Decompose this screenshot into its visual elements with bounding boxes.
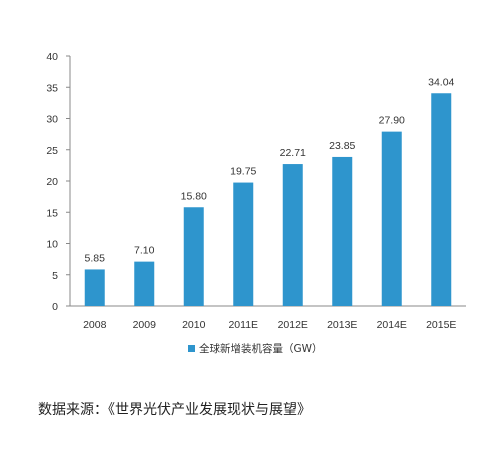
data-label: 15.80 <box>181 190 207 202</box>
data-label: 22.71 <box>280 147 306 159</box>
x-tick-label: 2008 <box>83 319 107 331</box>
bars <box>84 93 452 306</box>
y-tick-label: 10 <box>46 239 58 251</box>
bar <box>332 156 353 306</box>
bar <box>233 182 254 306</box>
bar <box>183 207 204 306</box>
x-tick-label: 2010 <box>182 319 206 331</box>
x-axis: 2008 2009 2010 2011E 2012E 2013E 2014E 2015E <box>70 305 466 331</box>
y-tick-label: 15 <box>46 207 58 219</box>
y-tick-label: 30 <box>46 114 58 126</box>
y-tick-label: 0 <box>52 301 58 313</box>
y-tick-label: 35 <box>46 82 58 94</box>
y-tick-label: 5 <box>52 270 58 282</box>
x-tick-label: 2014E <box>377 319 407 331</box>
data-label: 19.75 <box>230 166 256 178</box>
y-tick-label: 20 <box>46 176 58 188</box>
y-tick-label: 40 <box>46 51 58 63</box>
bar <box>381 131 402 306</box>
legend: 全球新增装机容量（GW） <box>188 342 323 355</box>
y-tick-label: 25 <box>46 145 58 157</box>
data-labels: 5.85 7.10 15.80 19.75 22.71 23.85 27.90 34.04 <box>85 76 455 264</box>
source-note: 数据来源：《世界光伏产业发展现状与展望》 <box>38 402 311 418</box>
bar <box>282 164 303 306</box>
y-axis: 0 5 10 15 20 25 30 35 40 <box>46 51 71 313</box>
x-tick-label: 2011E <box>228 319 258 331</box>
data-label: 5.85 <box>85 252 106 264</box>
data-label: 27.90 <box>379 115 405 127</box>
bar <box>84 269 105 306</box>
bar <box>431 93 452 306</box>
x-tick-label: 2009 <box>133 319 157 331</box>
legend-label: 全球新增装机容量（GW） <box>199 342 323 355</box>
legend-swatch <box>188 345 195 352</box>
x-tick-label: 2013E <box>327 319 357 331</box>
data-label: 23.85 <box>329 140 355 152</box>
x-tick-label: 2012E <box>278 319 308 331</box>
data-label: 34.04 <box>428 76 454 88</box>
data-label: 7.10 <box>134 245 155 257</box>
bar <box>134 261 155 306</box>
x-tick-label: 2015E <box>426 319 456 331</box>
